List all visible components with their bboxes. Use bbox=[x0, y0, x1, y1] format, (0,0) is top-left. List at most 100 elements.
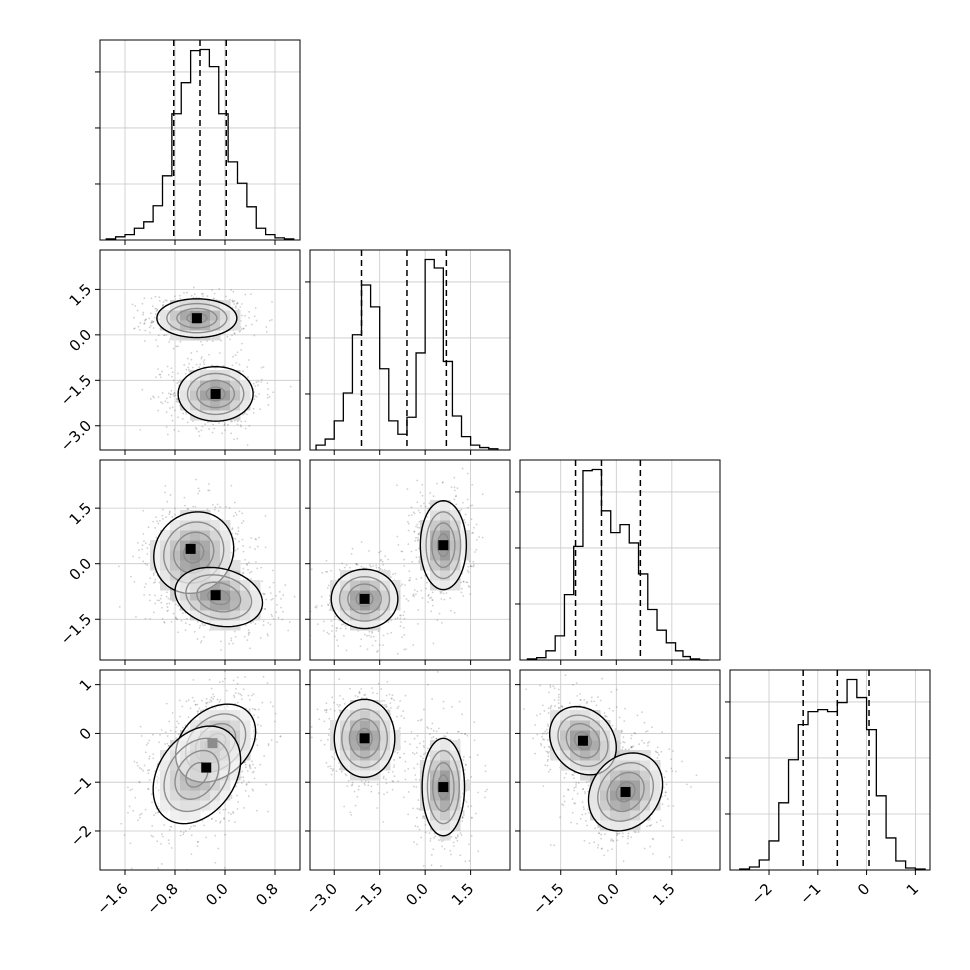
scatter-point bbox=[214, 861, 217, 864]
scatter-point bbox=[232, 642, 234, 645]
scatter-point bbox=[172, 379, 175, 382]
scatter-point bbox=[182, 726, 184, 729]
scatter-point bbox=[222, 680, 224, 683]
scatter-point bbox=[382, 563, 385, 566]
scatter-point bbox=[384, 555, 387, 557]
scatter-point bbox=[257, 380, 260, 383]
scatter-point bbox=[252, 770, 255, 773]
scatter-point bbox=[184, 830, 187, 833]
scatter-point bbox=[148, 755, 151, 758]
scatter-point bbox=[196, 845, 199, 848]
scatter-point bbox=[408, 570, 411, 573]
scatter-point bbox=[197, 487, 200, 490]
scatter-point bbox=[336, 627, 339, 630]
scatter-point bbox=[156, 840, 159, 843]
scatter-point bbox=[242, 571, 245, 574]
scatter-point bbox=[146, 564, 149, 566]
scatter-point bbox=[197, 430, 200, 433]
scatter-point bbox=[235, 513, 238, 516]
scatter-point bbox=[281, 618, 284, 621]
scatter-point bbox=[174, 295, 176, 298]
scatter-point bbox=[168, 513, 171, 516]
scatter-point bbox=[244, 789, 247, 792]
scatter-point bbox=[257, 708, 260, 711]
y-tick-label: −3.0 bbox=[57, 417, 95, 455]
scatter-point bbox=[188, 368, 190, 371]
scatter-point bbox=[375, 566, 378, 569]
scatter-point bbox=[223, 424, 226, 427]
scatter-point bbox=[160, 863, 163, 865]
scatter-point bbox=[142, 509, 145, 512]
scatter-point bbox=[230, 794, 233, 797]
scatter-point bbox=[235, 361, 238, 364]
scatter-point bbox=[374, 639, 377, 642]
scatter-point bbox=[181, 417, 184, 420]
scatter-point bbox=[321, 571, 324, 574]
scatter-point bbox=[427, 595, 430, 597]
scatter-point bbox=[259, 763, 262, 766]
scatter-point bbox=[225, 506, 227, 508]
scatter-point bbox=[205, 702, 208, 705]
scatter-point bbox=[399, 614, 401, 617]
scatter-point bbox=[314, 606, 317, 608]
scatter-point bbox=[194, 703, 197, 706]
y-tick-label: 0.0 bbox=[66, 326, 96, 356]
scatter-point bbox=[165, 516, 167, 518]
scatter-point bbox=[235, 785, 237, 788]
scatter-point bbox=[205, 705, 208, 708]
scatter-point bbox=[142, 533, 145, 535]
scatter-point bbox=[248, 316, 251, 319]
scatter-point bbox=[284, 584, 287, 586]
scatter-point bbox=[173, 429, 176, 431]
scatter-point bbox=[144, 542, 147, 545]
scatter-point bbox=[289, 385, 292, 388]
scatter-point bbox=[349, 566, 351, 569]
scatter-point bbox=[260, 566, 263, 569]
scatter-point bbox=[159, 733, 161, 736]
scatter-point bbox=[258, 536, 260, 539]
scatter-point bbox=[236, 676, 239, 679]
scatter-point bbox=[186, 357, 189, 360]
scatter-point bbox=[238, 363, 241, 366]
scatter-point bbox=[224, 833, 227, 836]
scatter-point bbox=[190, 825, 192, 828]
scatter-point bbox=[152, 572, 155, 575]
hist-panel-3: −2 −1 0 1 bbox=[725, 669, 931, 908]
scatter-point bbox=[343, 566, 346, 569]
scatter-point bbox=[355, 563, 358, 566]
density-peak bbox=[201, 762, 212, 773]
scatter-point bbox=[263, 592, 266, 595]
scatter-point bbox=[158, 599, 161, 602]
scatter-point bbox=[372, 635, 375, 638]
scatter-point bbox=[241, 342, 243, 345]
scatter-point bbox=[150, 793, 153, 796]
scatter-point bbox=[210, 696, 213, 699]
scatter-point bbox=[216, 503, 219, 506]
scatter-point bbox=[303, 592, 305, 594]
scatter-point bbox=[210, 700, 213, 703]
scatter-point bbox=[203, 824, 206, 827]
scatter-point bbox=[176, 382, 179, 385]
scatter-point bbox=[396, 652, 399, 655]
scatter-point bbox=[264, 546, 267, 549]
scatter-point bbox=[233, 299, 236, 302]
scatter-point bbox=[223, 677, 226, 680]
scatter-point bbox=[194, 505, 197, 508]
scatter-point bbox=[272, 581, 275, 584]
scatter-point bbox=[167, 392, 170, 395]
scatter-point bbox=[271, 569, 274, 572]
scatter-point bbox=[241, 314, 243, 317]
scatter-point bbox=[261, 701, 264, 704]
y-tick-label: 1.5 bbox=[66, 499, 96, 529]
scatter-point bbox=[220, 339, 223, 342]
scatter-point bbox=[264, 608, 266, 610]
scatter-point bbox=[399, 617, 402, 620]
scatter-point bbox=[240, 522, 243, 525]
scatter-point bbox=[236, 533, 239, 536]
scatter-point bbox=[153, 396, 155, 399]
scatter-point bbox=[223, 818, 225, 820]
panel-content bbox=[131, 286, 292, 447]
scatter-point bbox=[185, 413, 188, 415]
scatter-point bbox=[244, 558, 246, 561]
scatter-point bbox=[150, 321, 153, 324]
